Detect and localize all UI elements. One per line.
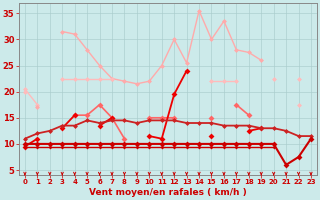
X-axis label: Vent moyen/en rafales ( km/h ): Vent moyen/en rafales ( km/h ) <box>89 188 247 197</box>
